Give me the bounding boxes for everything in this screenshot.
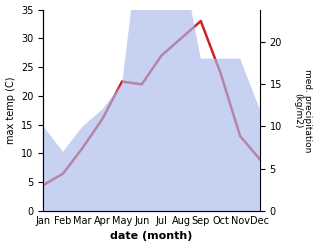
Y-axis label: max temp (C): max temp (C) — [5, 77, 16, 144]
X-axis label: date (month): date (month) — [110, 231, 193, 242]
Y-axis label: med. precipitation
(kg/m2): med. precipitation (kg/m2) — [293, 69, 313, 152]
